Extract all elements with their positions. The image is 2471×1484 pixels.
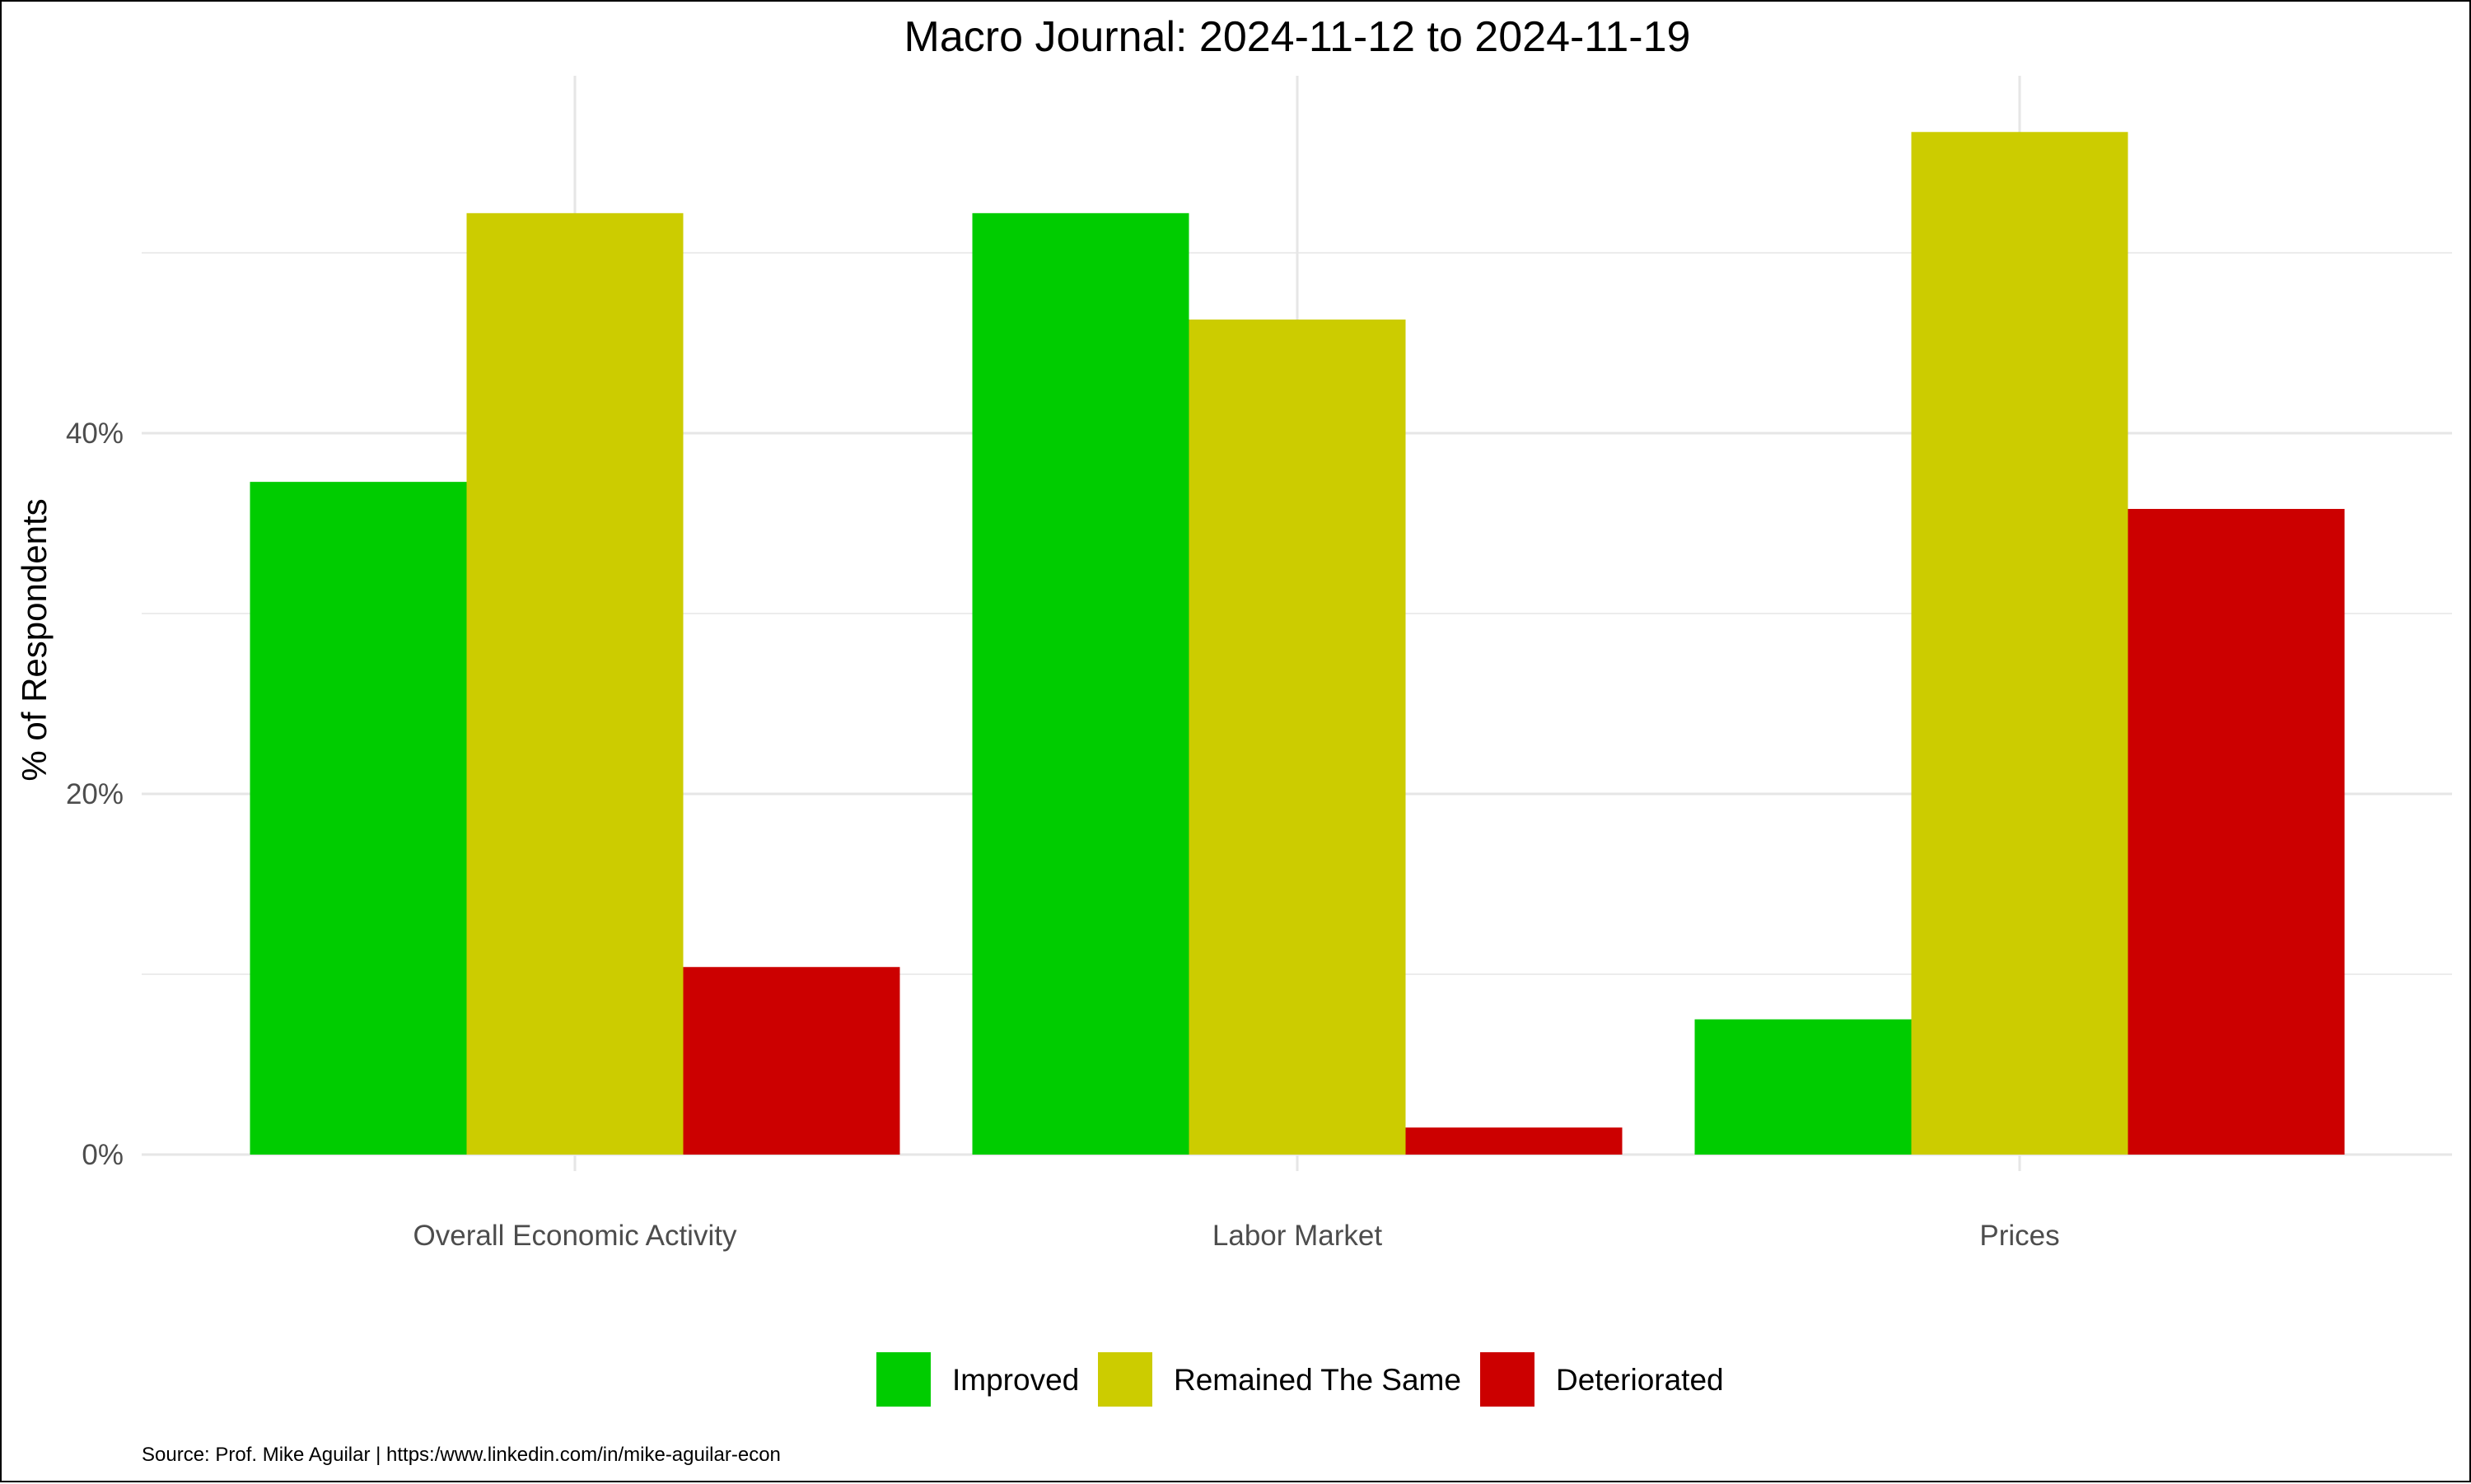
x-tick-label: Labor Market <box>1212 1220 1382 1252</box>
bar-deteriorated <box>683 967 900 1155</box>
bar-improved <box>972 212 1189 1155</box>
bar-improved <box>1694 1019 1912 1155</box>
y-tick-label: 40% <box>66 418 124 450</box>
y-axis-ticks: 0% 20% 40% <box>66 418 124 1171</box>
y-axis-title: % of Respondents <box>15 498 54 781</box>
legend-label: Improved <box>952 1363 1079 1397</box>
y-tick-label: 0% <box>82 1139 124 1171</box>
bars <box>250 132 2345 1155</box>
legend-swatch <box>1098 1352 1152 1407</box>
legend-label: Deteriorated <box>1556 1363 1724 1397</box>
bar-improved <box>250 482 467 1155</box>
source-caption: Source: Prof. Mike Aguilar | https:/www.… <box>142 1444 781 1466</box>
bar-remained-the-same <box>466 212 684 1155</box>
legend: Improved Remained The Same Deteriorated <box>876 1352 1724 1407</box>
bar-remained-the-same <box>1911 132 2128 1155</box>
x-tick-label: Overall Economic Activity <box>413 1220 737 1252</box>
y-tick-label: 20% <box>66 778 124 810</box>
bar-deteriorated <box>1405 1127 1623 1155</box>
bar-deteriorated <box>2128 508 2345 1155</box>
legend-label: Remained The Same <box>1174 1363 1461 1397</box>
legend-swatch <box>876 1352 931 1407</box>
chart-title: Macro Journal: 2024-11-12 to 2024-11-19 <box>904 13 1691 61</box>
legend-swatch <box>1480 1352 1534 1407</box>
bar-remained-the-same <box>1189 320 1406 1155</box>
x-axis-ticks: Overall Economic Activity Labor Market Pri… <box>413 1220 2060 1252</box>
x-tick-label: Prices <box>1979 1220 2059 1252</box>
